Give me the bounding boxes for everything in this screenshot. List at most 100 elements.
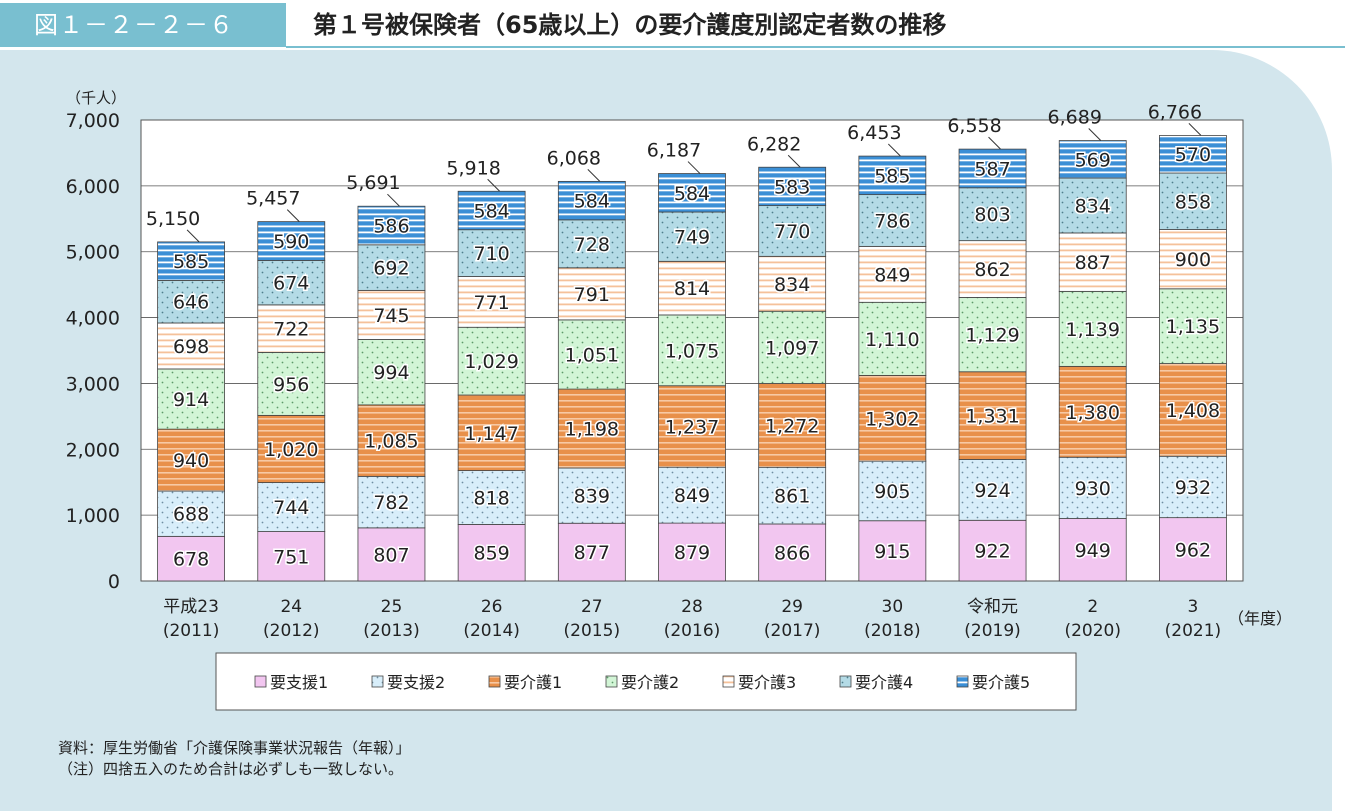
bar-segment bbox=[958, 459, 1027, 521]
y-tick-label: 5,000 bbox=[66, 242, 120, 264]
data-label: 584 bbox=[574, 191, 610, 213]
x-tick-era: 24 bbox=[280, 597, 302, 617]
data-label: 782 bbox=[373, 492, 409, 514]
total-label: 5,150 bbox=[146, 208, 200, 230]
legend-swatch bbox=[371, 675, 384, 688]
data-label: 674 bbox=[273, 273, 309, 295]
bar-segment bbox=[858, 301, 927, 376]
bar-segment bbox=[1159, 517, 1227, 582]
data-label: 1,129 bbox=[965, 325, 1019, 347]
data-label: 1,198 bbox=[565, 419, 619, 441]
x-tick-era: 平成23 bbox=[163, 597, 219, 617]
bar-segment bbox=[1058, 456, 1127, 519]
legend-swatch bbox=[254, 675, 267, 688]
legend-items: 要支援1 要支援2 要介護1 要介護2 要介護3 要介護4 要介護5 bbox=[254, 673, 1030, 692]
bar-segment bbox=[958, 297, 1027, 373]
total-label: 6,068 bbox=[547, 147, 601, 169]
y-tick-label: 1,000 bbox=[66, 505, 120, 527]
bar-segment bbox=[357, 289, 426, 340]
data-label: 962 bbox=[1175, 539, 1211, 561]
legend-item: 要介護4 bbox=[839, 673, 913, 692]
data-label: 905 bbox=[874, 481, 910, 503]
total-label: 6,766 bbox=[1148, 101, 1202, 123]
x-tick-year: (2019) bbox=[964, 621, 1021, 641]
total-label: 5,918 bbox=[446, 157, 500, 179]
data-label: 994 bbox=[373, 362, 409, 384]
data-label: 710 bbox=[474, 243, 510, 265]
x-tick-era: 29 bbox=[781, 597, 803, 617]
bar-segment bbox=[1058, 290, 1127, 367]
data-label: 849 bbox=[674, 485, 710, 507]
title-bar: 図１－２－２－６ 第１号被保険者（65歳以上）の要介護度別認定者数の推移 bbox=[0, 0, 1345, 50]
x-tick-era: 3 bbox=[1187, 597, 1198, 617]
data-label: 1,139 bbox=[1066, 319, 1120, 341]
data-label: 1,020 bbox=[264, 439, 318, 461]
bar-segment bbox=[858, 460, 927, 522]
data-label: 1,029 bbox=[464, 351, 518, 373]
bar-segment bbox=[958, 519, 1027, 582]
bar-segment bbox=[357, 339, 426, 406]
bar-segment bbox=[257, 260, 326, 306]
data-label: 930 bbox=[1075, 478, 1111, 500]
data-label: 728 bbox=[574, 234, 610, 256]
bar-segment bbox=[658, 522, 726, 582]
total-leader-line bbox=[286, 209, 300, 222]
x-tick-era: 25 bbox=[381, 597, 403, 617]
data-label: 688 bbox=[173, 504, 209, 526]
y-axis: 0 1,000 2,000 3,000 4,000 5,000 6,000 7,000 bbox=[66, 110, 120, 593]
data-label: 803 bbox=[974, 204, 1010, 226]
bar-segment bbox=[758, 205, 827, 257]
bar-segment bbox=[1159, 229, 1227, 290]
total-label: 6,558 bbox=[947, 115, 1001, 137]
legend-swatch bbox=[839, 675, 852, 688]
bar-segment bbox=[357, 404, 426, 477]
legend-item: 要介護1 bbox=[488, 673, 562, 692]
data-label: 1,051 bbox=[565, 344, 619, 366]
legend-item: 要支援2 bbox=[371, 673, 445, 692]
bar-segment bbox=[758, 255, 827, 312]
bar-stack: 877 839 1,198 1,051 791 728 584 6,068 bbox=[547, 147, 626, 582]
data-label: 924 bbox=[974, 480, 1010, 502]
legend-label: 要介護2 bbox=[621, 673, 679, 692]
data-label: 814 bbox=[674, 278, 710, 300]
bar-segment bbox=[457, 394, 526, 471]
x-tick-year: (2015) bbox=[564, 621, 621, 641]
data-label: 692 bbox=[373, 258, 409, 280]
data-label: 834 bbox=[774, 274, 810, 296]
y-tick-label: 3,000 bbox=[66, 373, 120, 395]
data-label: 807 bbox=[373, 544, 409, 566]
bars: 678 688 940 914 698 646 585 5,150 751 744 1,020 956… bbox=[146, 101, 1227, 582]
bar-segment bbox=[858, 194, 927, 247]
bar-segment bbox=[157, 241, 225, 281]
data-label: 1,302 bbox=[865, 408, 919, 430]
data-label: 1,085 bbox=[364, 431, 418, 453]
data-label: 956 bbox=[273, 374, 309, 396]
legend-label: 要支援1 bbox=[270, 673, 328, 692]
data-label: 590 bbox=[273, 231, 309, 253]
bar-segment bbox=[1058, 140, 1127, 179]
data-label: 849 bbox=[874, 264, 910, 286]
bar-segment bbox=[758, 383, 827, 468]
total-leader-line bbox=[687, 161, 701, 174]
bar-segment bbox=[557, 522, 626, 582]
bar-stack: 922 924 1,331 1,129 862 803 587 6,558 bbox=[947, 115, 1027, 582]
data-label: 1,272 bbox=[765, 415, 819, 437]
bar-segment bbox=[557, 319, 626, 390]
data-label: 900 bbox=[1175, 249, 1211, 271]
data-label: 915 bbox=[874, 541, 910, 563]
total-label: 6,282 bbox=[747, 133, 801, 155]
bar-segment bbox=[1159, 455, 1227, 519]
bar-segment bbox=[1058, 365, 1127, 458]
bar-stack: 859 818 1,147 1,029 771 710 584 5,918 bbox=[446, 157, 526, 582]
figure-number: 図１－２－２－６ bbox=[0, 3, 286, 47]
bar-segment bbox=[758, 310, 827, 384]
total-leader-line bbox=[787, 154, 801, 168]
data-label: 749 bbox=[674, 227, 710, 249]
source-line: 資料：厚生労働省「介護保険事業状況報告（年報）」 bbox=[58, 739, 411, 757]
source-notes: 資料：厚生労働省「介護保険事業状況報告（年報）」 （注）四捨五入のため合計は必ず… bbox=[58, 738, 411, 780]
data-label: 862 bbox=[974, 259, 1010, 281]
total-leader-line bbox=[1088, 128, 1102, 141]
data-label: 646 bbox=[173, 292, 209, 314]
bar-stack: 879 849 1,237 1,075 814 749 584 6,187 bbox=[647, 140, 726, 582]
